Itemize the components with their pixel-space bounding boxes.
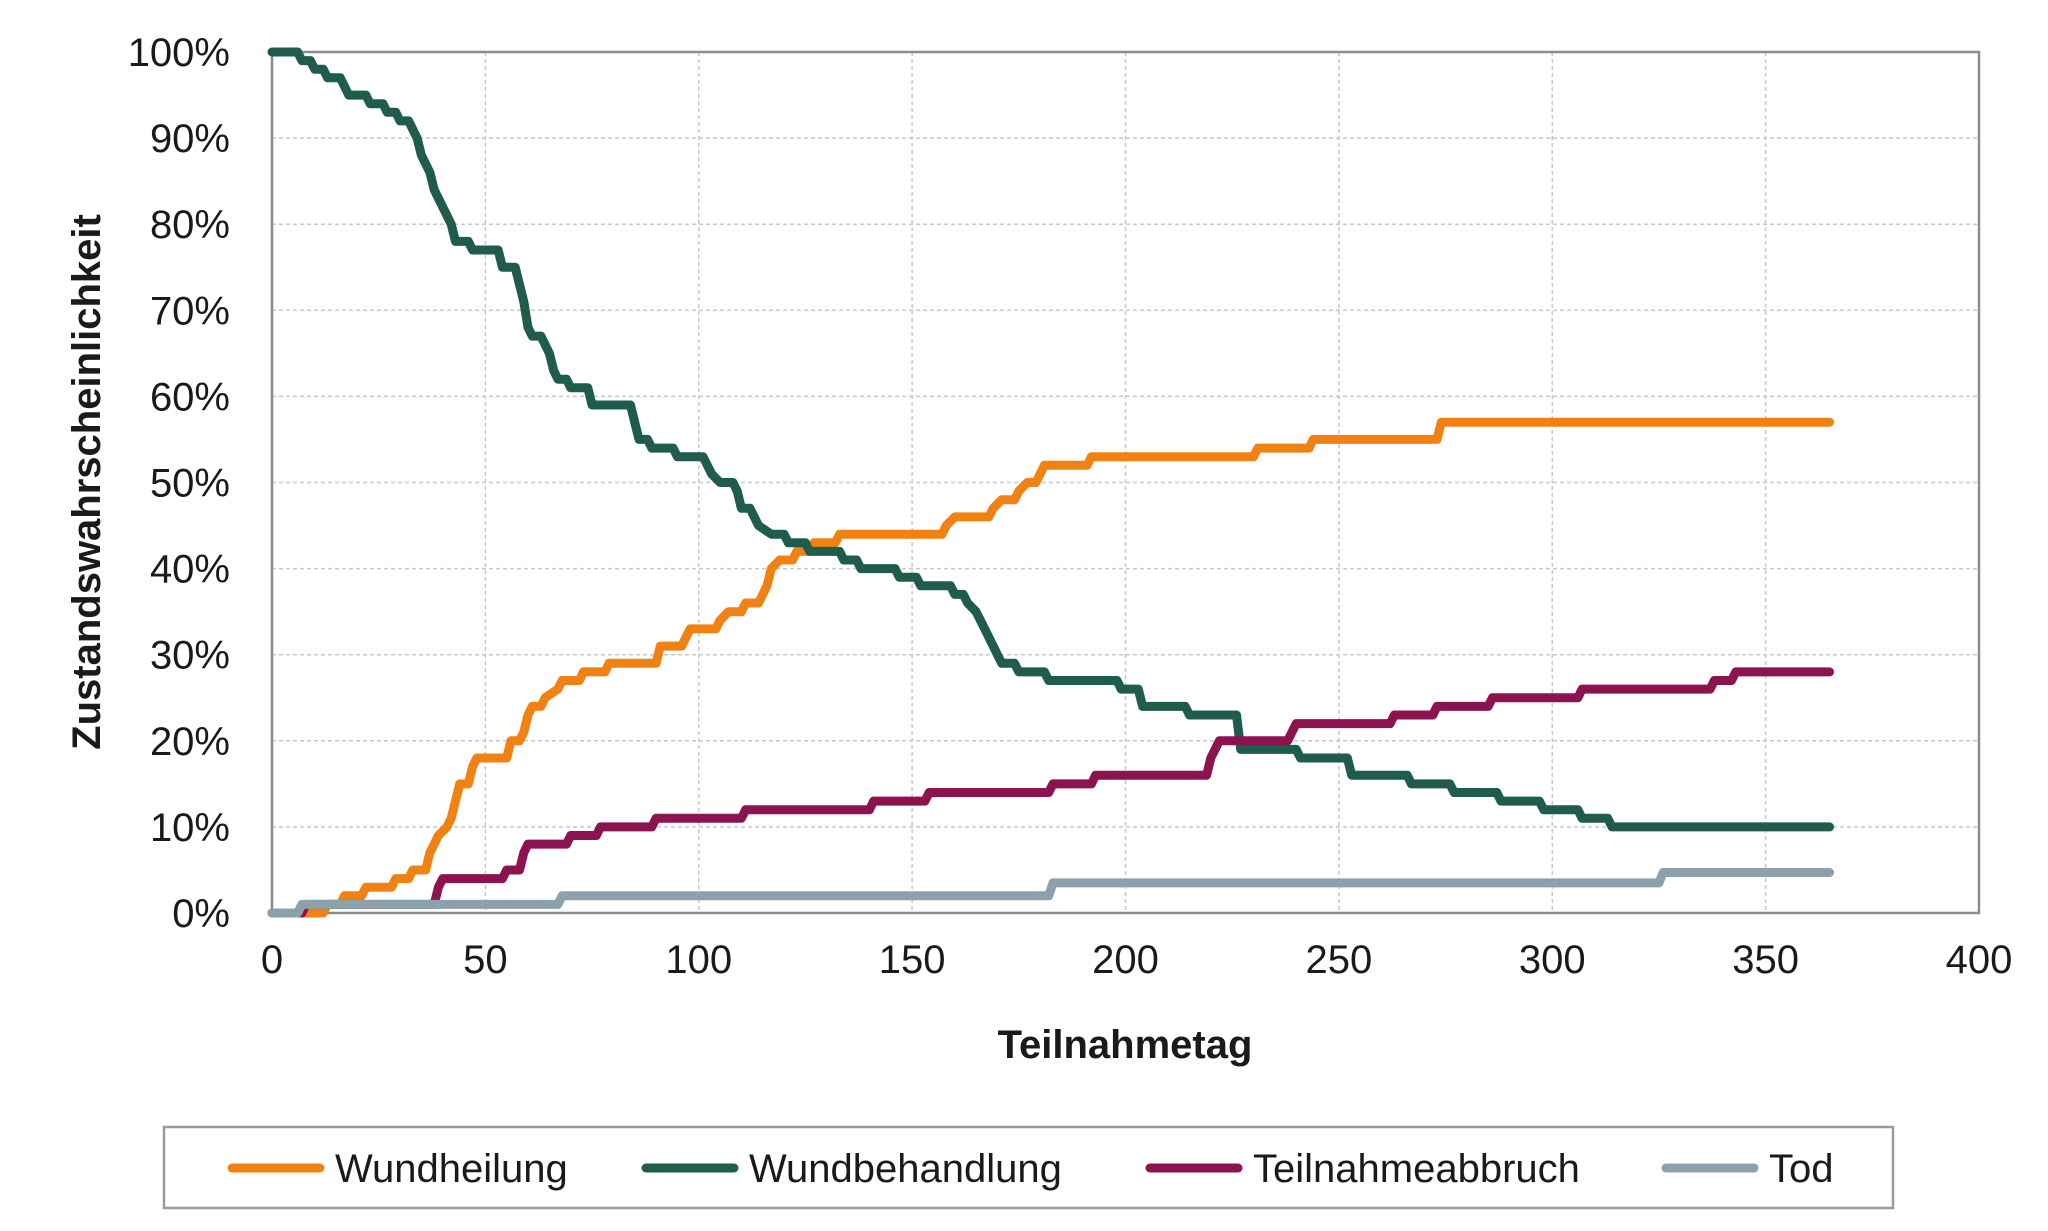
legend: Wundheilung Wundbehandlung Teilnahmeabbruc…	[162, 1125, 1895, 1210]
x-tick-label: 200	[1092, 938, 1159, 982]
series-line-tod	[267, 868, 1835, 918]
y-tick-label: 100%	[128, 31, 230, 75]
x-tick-label: 250	[1306, 938, 1373, 982]
grid-lines	[272, 52, 1979, 913]
y-tick-label: 30%	[150, 634, 230, 678]
legend-label: Teilnahmeabbruch	[1253, 1147, 1580, 1191]
legend-box	[162, 1125, 1895, 1210]
legend-label: Wundheilung	[335, 1147, 568, 1191]
legend-label: Wundbehandlung	[749, 1147, 1062, 1191]
x-tick-label: 100	[665, 938, 732, 982]
y-tick-label: 60%	[150, 375, 230, 419]
y-tick-label: 50%	[150, 462, 230, 506]
series-line-teilnahmeabbruch	[267, 667, 1835, 918]
series-line-wundheilung	[267, 417, 1835, 918]
x-tick-label: 300	[1519, 938, 1586, 982]
y-tick-label: 10%	[150, 806, 230, 850]
x-tick-label: 350	[1732, 938, 1799, 982]
plot-frame	[270, 50, 1981, 915]
y-tick-label: 20%	[150, 720, 230, 764]
y-axis-ticks: 0% 10% 20% 30% 40% 50% 60% 70% 80% 90% 100%	[128, 31, 230, 936]
y-axis-title: Zustandswahrscheinlichkeit	[65, 214, 109, 750]
series-line-wundbehandlung	[267, 47, 1835, 832]
y-tick-label: 70%	[150, 289, 230, 333]
x-axis-ticks: 0 50 100 150 200 250 300 350 400	[261, 938, 2013, 982]
x-tick-label: 50	[463, 938, 508, 982]
y-tick-label: 40%	[150, 548, 230, 592]
x-tick-label: 0	[261, 938, 283, 982]
x-axis-title: Teilnahmetag	[998, 1023, 1253, 1067]
x-tick-label: 400	[1946, 938, 2013, 982]
y-tick-label: 80%	[150, 203, 230, 247]
y-tick-label: 90%	[150, 117, 230, 161]
x-tick-label: 150	[879, 938, 946, 982]
series-lines	[267, 47, 1835, 918]
legend-label: Tod	[1769, 1147, 1834, 1191]
legend-entries: Wundheilung Wundbehandlung Teilnahmeabbruc…	[227, 1147, 1834, 1191]
y-tick-label: 0%	[172, 892, 230, 936]
